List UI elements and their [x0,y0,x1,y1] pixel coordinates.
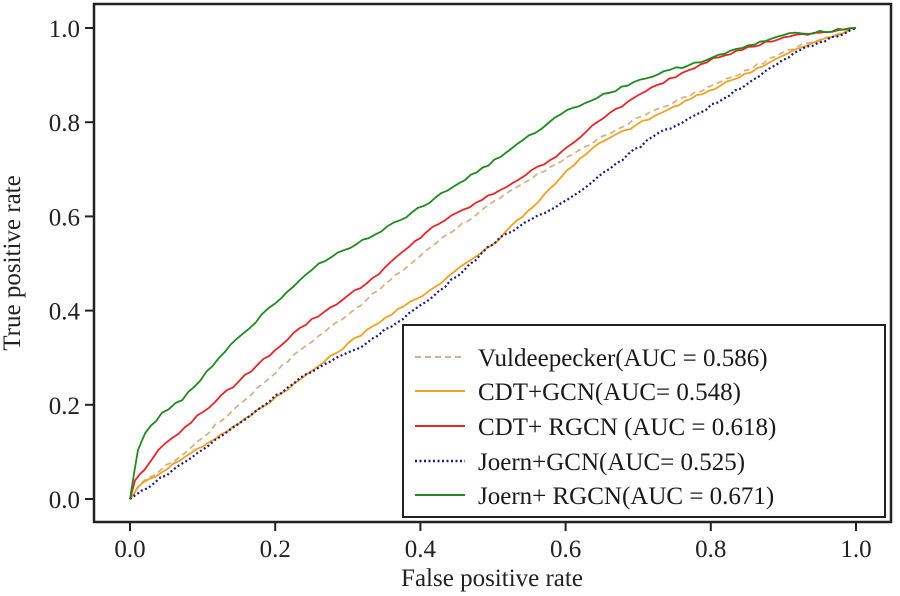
legend-label: Joern+GCN(AUC= 0.525) [478,449,745,476]
series-line-3 [129,26,857,500]
y-tick-label: 0.0 [49,487,80,514]
y-tick-label: 0.6 [49,204,80,231]
legend-box [402,324,886,518]
y-tick-label: 0.2 [49,393,80,420]
legend-label: Joern+ RGCN(AUC = 0.671) [478,483,774,510]
series-line-0 [129,27,857,500]
x-tick-label: 0.4 [405,536,437,563]
axis-ticks: 0.0 0.2 0.4 0.6 0.8 1.0 0.0 0.2 0.4 0.6 0.8 1.0 [49,16,872,563]
x-tick-label: 0.8 [695,536,726,563]
x-axis-title: False positive rate [401,565,583,592]
legend-label: CDT+GCN(AUC= 0.548) [478,379,741,406]
y-tick-label: 1.0 [49,16,80,43]
y-tick-label: 0.4 [49,299,81,326]
y-axis-title: True positive rate [0,175,26,350]
series-line-4 [129,27,857,500]
series-line-2 [129,27,857,500]
legend: Vuldeepecker(AUC = 0.586) CDT+GCN(AUC= 0.… [402,324,886,518]
y-tick-label: 0.8 [49,110,80,137]
x-tick-label: 1.0 [840,536,871,563]
x-tick-label: 0.6 [550,536,581,563]
legend-label: CDT+ RGCN (AUC = 0.618) [478,414,776,441]
x-tick-label: 0.2 [260,536,291,563]
roc-curves [129,26,857,500]
legend-label: Vuldeepecker(AUC = 0.586) [478,345,768,372]
x-tick-label: 0.0 [114,536,145,563]
